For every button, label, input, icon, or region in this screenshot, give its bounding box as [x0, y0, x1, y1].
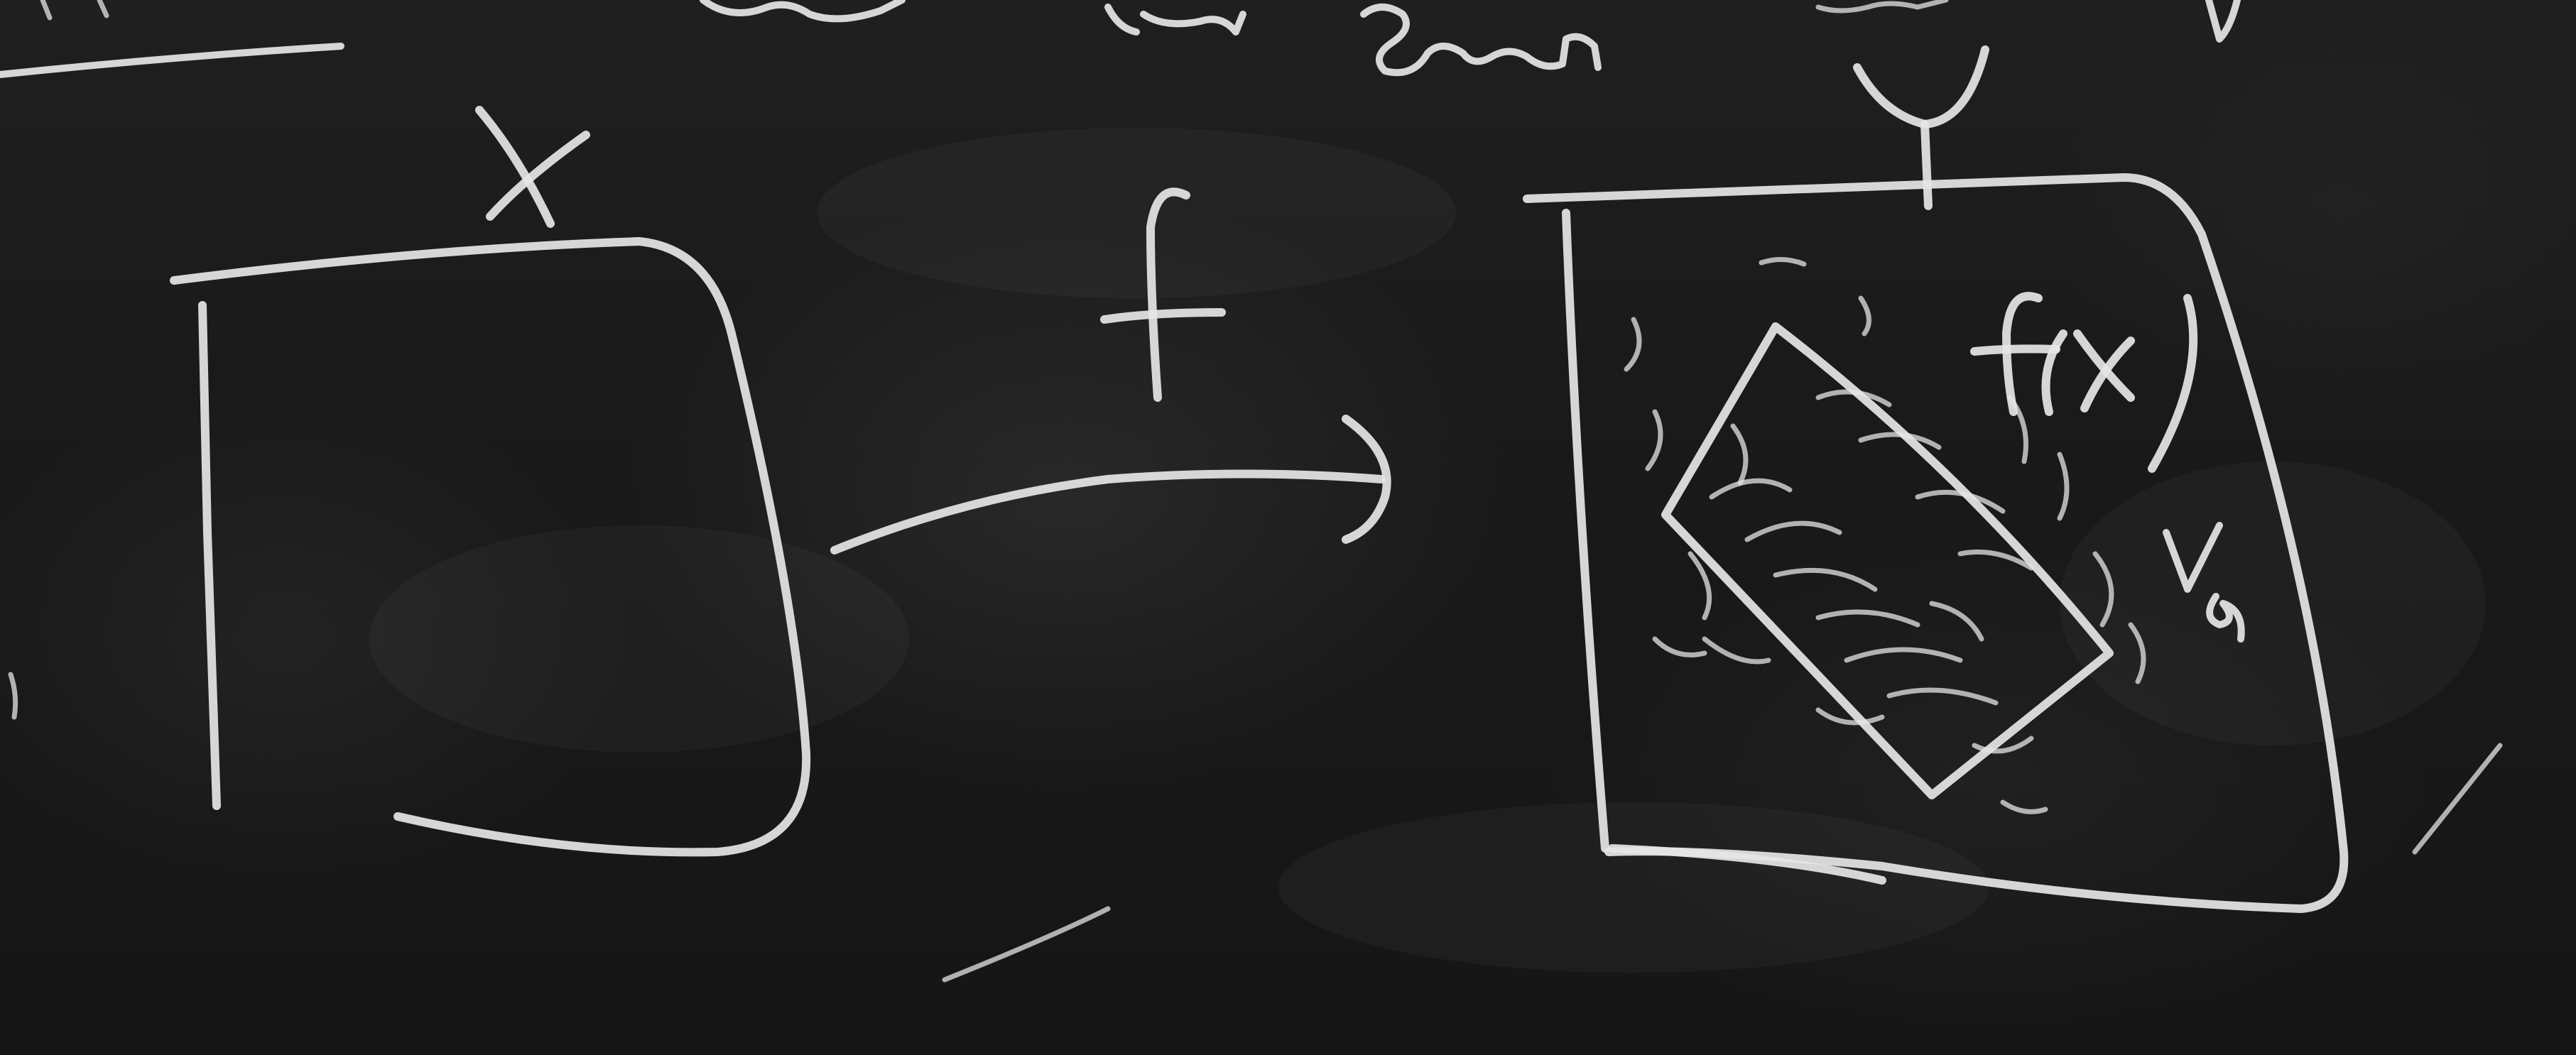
omega-symbol — [2163, 522, 2245, 643]
set-x-shape — [170, 237, 811, 857]
eraser-smudges — [369, 128, 2486, 973]
map-f-label — [1100, 187, 1226, 402]
loose-chalk-marks — [8, 672, 2503, 983]
label-y — [1853, 45, 1989, 210]
label-f-of-x — [1970, 292, 2198, 473]
image-f-x-region — [1624, 257, 2146, 814]
map-arrow — [830, 415, 1391, 554]
label-x — [475, 106, 590, 228]
top-partial-writing — [0, 0, 2241, 78]
set-y-shape — [1523, 173, 2349, 913]
